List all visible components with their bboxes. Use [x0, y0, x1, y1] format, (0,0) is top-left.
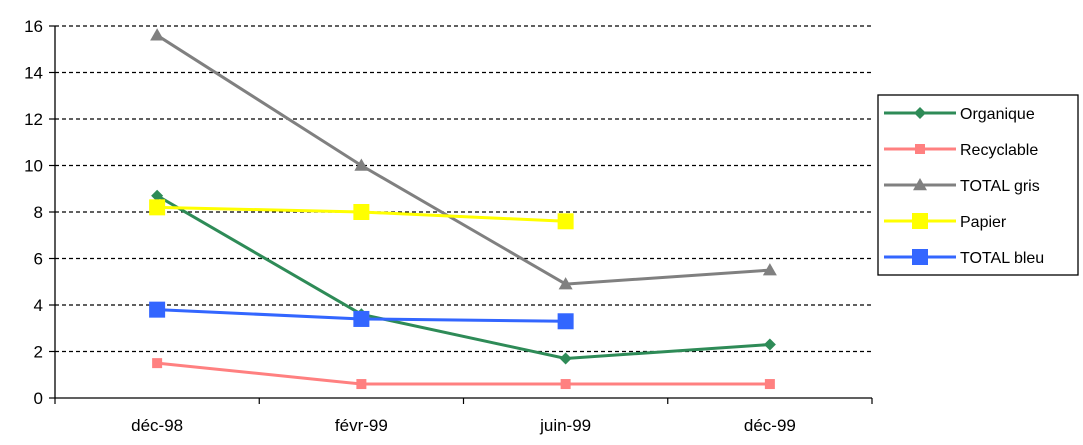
series-recyclable [152, 358, 775, 390]
data-point [764, 379, 775, 390]
series-total-bleu [149, 301, 574, 330]
data-point [763, 338, 776, 351]
series-line [156, 34, 770, 286]
legend-item: Papier [884, 213, 1007, 231]
data-point [557, 313, 574, 330]
grid-lines [55, 25, 872, 353]
legend-swatch-marker [915, 144, 925, 154]
legend-swatch-marker [912, 213, 928, 229]
axes: 0 2 4 6 8 10 12 14 16 déc-98 févr-99 juin-99 déc-99 [24, 17, 873, 435]
x-tick-label: juin-99 [539, 416, 591, 435]
data-point [354, 158, 369, 171]
legend-label: Recyclable [960, 142, 1038, 159]
x-tick-label: févr-99 [335, 416, 388, 435]
data-point [558, 277, 573, 290]
legend-item: Recyclable [884, 142, 1038, 159]
y-tick-label: 0 [34, 389, 43, 408]
legend-swatch-marker [912, 249, 928, 265]
data-point [150, 28, 165, 41]
legend-item: TOTAL gris [884, 178, 1040, 195]
data-point [560, 379, 571, 390]
legend-label: Organique [960, 106, 1035, 123]
legend-item: Organique [884, 106, 1035, 123]
data-point [353, 204, 370, 220]
y-tick-label: 6 [34, 250, 43, 269]
series-organique [151, 189, 776, 365]
data-point [356, 379, 367, 390]
y-tick-label: 2 [34, 343, 43, 362]
y-tick-label: 12 [24, 110, 43, 129]
data-point [762, 263, 777, 276]
data-point [152, 358, 163, 369]
y-tick-label: 16 [24, 17, 43, 36]
series-line [156, 361, 770, 386]
series-line [156, 194, 770, 360]
legend-label: TOTAL bleu [960, 250, 1044, 267]
legend: Organique Recyclable TOTAL gris Papier TOTAL… [877, 94, 1079, 276]
data-point [149, 301, 166, 318]
x-tick-label: déc-98 [131, 416, 183, 435]
legend-label: TOTAL gris [960, 178, 1040, 195]
x-tick-label: déc-99 [744, 416, 796, 435]
data-point [353, 310, 370, 327]
legend-label: Papier [960, 214, 1007, 231]
data-point [557, 213, 574, 230]
series-lines [149, 28, 777, 390]
legend-item: TOTAL bleu [884, 249, 1044, 267]
series-total-gris [150, 28, 777, 290]
y-tick-label: 14 [24, 64, 43, 83]
data-point [559, 352, 572, 365]
legend-swatch-marker [914, 107, 926, 119]
legend-swatch-marker [913, 178, 927, 191]
y-tick-label: 10 [24, 157, 43, 176]
series-papier [149, 199, 574, 230]
data-point [149, 199, 166, 216]
y-tick-label: 8 [34, 203, 43, 222]
y-tick-label: 4 [34, 296, 43, 315]
data-point [151, 189, 164, 202]
